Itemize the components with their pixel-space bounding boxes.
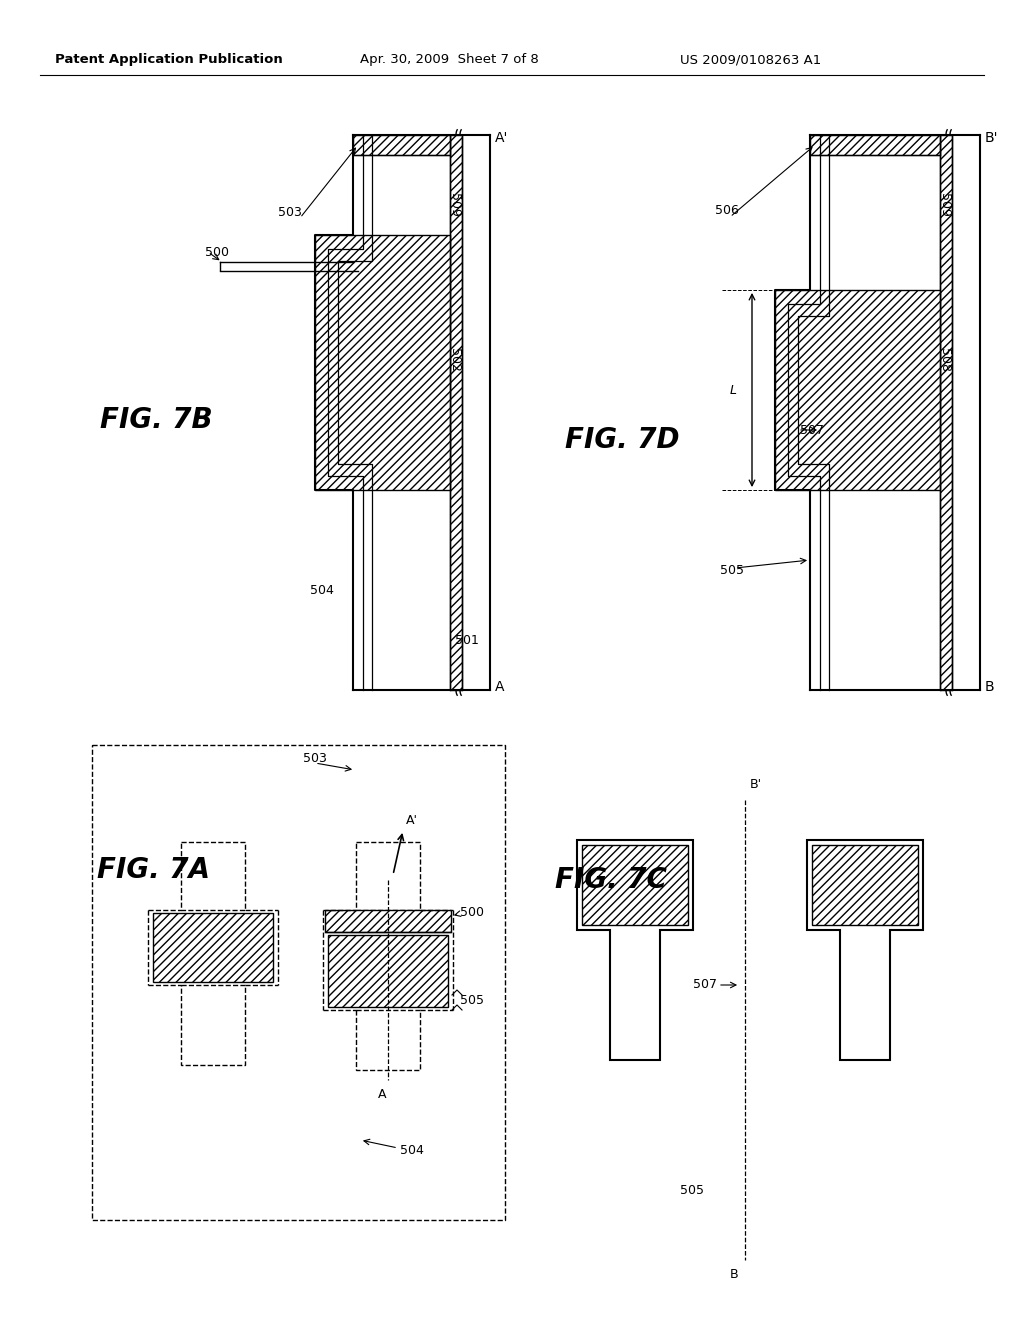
Polygon shape: [92, 744, 505, 1220]
Polygon shape: [325, 909, 451, 932]
Polygon shape: [181, 842, 245, 909]
Text: 503: 503: [278, 206, 302, 219]
Polygon shape: [577, 840, 693, 1060]
Polygon shape: [807, 840, 923, 1060]
Text: 506: 506: [715, 203, 739, 216]
Text: L: L: [730, 384, 737, 396]
Polygon shape: [450, 135, 462, 690]
Text: 509: 509: [449, 193, 462, 216]
Text: 505: 505: [680, 1184, 705, 1196]
Polygon shape: [328, 935, 449, 1007]
Polygon shape: [153, 913, 273, 982]
Text: 503: 503: [303, 751, 327, 764]
Text: B: B: [985, 680, 994, 694]
Polygon shape: [775, 290, 940, 490]
Text: FIG. 7D: FIG. 7D: [565, 426, 680, 454]
Text: 500: 500: [460, 906, 484, 919]
Text: B: B: [730, 1269, 738, 1282]
Text: 500: 500: [205, 246, 229, 259]
Text: A': A': [406, 813, 418, 826]
Text: B': B': [750, 779, 762, 792]
Text: 501: 501: [455, 634, 479, 647]
Polygon shape: [812, 845, 918, 925]
Text: 508: 508: [939, 348, 951, 372]
Text: 505: 505: [720, 564, 744, 577]
Polygon shape: [810, 135, 940, 154]
Text: 509: 509: [939, 193, 951, 216]
Text: Patent Application Publication: Patent Application Publication: [55, 54, 283, 66]
Polygon shape: [315, 235, 450, 490]
Text: B': B': [985, 131, 998, 145]
Text: FIG. 7B: FIG. 7B: [100, 407, 213, 434]
Text: 507: 507: [693, 978, 717, 991]
Text: A: A: [495, 680, 505, 694]
Text: 502: 502: [449, 348, 462, 372]
Text: FIG. 7C: FIG. 7C: [555, 866, 667, 894]
Text: 504: 504: [310, 583, 334, 597]
Text: FIG. 7A: FIG. 7A: [97, 855, 210, 884]
Text: US 2009/0108263 A1: US 2009/0108263 A1: [680, 54, 821, 66]
Polygon shape: [582, 845, 688, 925]
Polygon shape: [356, 1010, 420, 1071]
Text: 504: 504: [400, 1143, 424, 1156]
Polygon shape: [356, 842, 420, 909]
Polygon shape: [940, 135, 952, 690]
Text: 505: 505: [460, 994, 484, 1006]
Text: A': A': [495, 131, 508, 145]
Polygon shape: [181, 985, 245, 1065]
Text: Apr. 30, 2009  Sheet 7 of 8: Apr. 30, 2009 Sheet 7 of 8: [360, 54, 539, 66]
Polygon shape: [353, 135, 450, 154]
Text: 507: 507: [800, 424, 824, 437]
Text: A: A: [378, 1089, 386, 1101]
